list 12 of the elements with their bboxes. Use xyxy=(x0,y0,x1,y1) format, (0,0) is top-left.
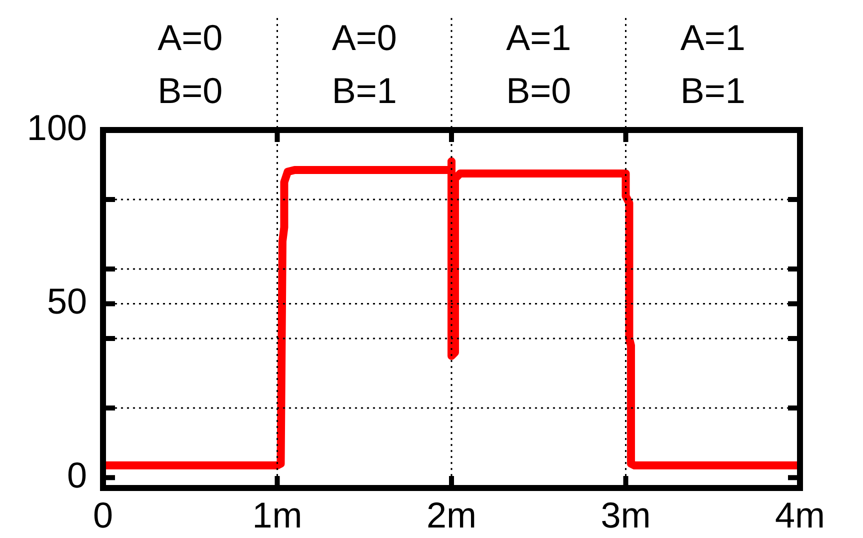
text: A=0 B=1 xyxy=(332,17,397,111)
y-tick-label: 100 xyxy=(26,106,87,148)
x-tick-label: 0 xyxy=(92,494,114,536)
x-tick-label: 3m xyxy=(600,494,651,536)
text: A=1 B=0 xyxy=(506,17,572,111)
x-tick-label: 2m xyxy=(426,494,477,536)
text: A=0 B=0 xyxy=(158,17,223,111)
y-tick-label: 50 xyxy=(46,280,87,322)
x-tick-label: 1m xyxy=(252,494,302,536)
y-tick-label: 0 xyxy=(66,454,87,496)
x-tick-label: 4m xyxy=(774,494,826,536)
text: A=1 B=1 xyxy=(680,17,746,111)
